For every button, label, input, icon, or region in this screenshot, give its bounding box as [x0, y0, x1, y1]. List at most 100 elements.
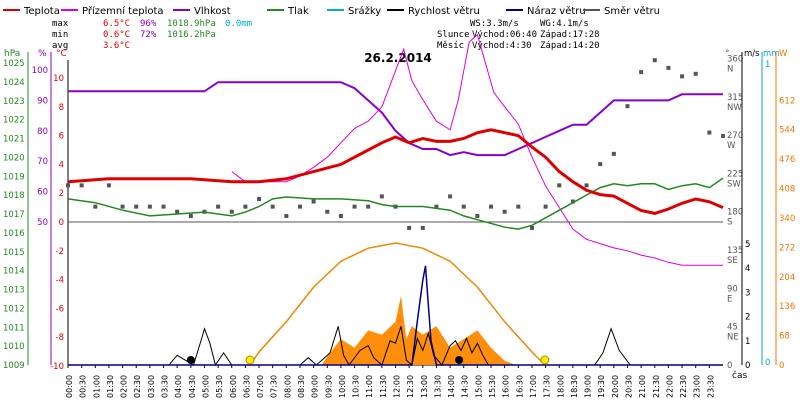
wind-direction-point: [557, 183, 562, 188]
x-tick-label: 23:00: [693, 375, 702, 398]
wind-direction-point: [448, 194, 453, 199]
solar-measured-area: [321, 295, 516, 365]
wind-direction-point: [297, 204, 302, 209]
chart-title: 26.2.2014: [364, 51, 432, 65]
moon-label: Měsíc: [437, 41, 464, 51]
humidity-tick: 90: [37, 96, 48, 106]
wind-direction-point: [693, 71, 698, 76]
wind-direction-point: [639, 70, 644, 75]
solar-tick: 476: [779, 155, 795, 165]
x-tick-label: 22:30: [679, 375, 688, 398]
humidity-tick: 80: [37, 127, 48, 137]
direction-name: SE: [727, 256, 738, 266]
wind-tick: 3: [745, 288, 750, 298]
x-tick-label: 13:00: [420, 375, 429, 398]
hpa-tick: 1010: [3, 342, 25, 352]
solar-tick: 544: [779, 126, 795, 136]
temperature-tick: 6: [59, 132, 64, 142]
wind-direction-point: [598, 162, 603, 167]
x-tick-label: 21:00: [638, 375, 647, 398]
direction-tick: 45: [727, 323, 738, 333]
x-tick-label: 19:00: [584, 375, 593, 398]
solar-tick: 136: [779, 302, 795, 312]
x-tick-label: 01:30: [106, 375, 115, 398]
sun-label: Slunce: [437, 30, 470, 40]
solar-tick: 612: [779, 96, 795, 106]
hpa-tick: 1020: [3, 153, 25, 163]
temperature-tick: -2: [56, 247, 64, 257]
wind-speed-stat: WS:3.3m/s: [470, 19, 519, 29]
legend-label: Rychlost větru: [408, 5, 480, 17]
temperature-tick: -6: [56, 304, 64, 314]
direction-tick: 0: [727, 361, 732, 371]
wind-direction-point: [584, 183, 589, 188]
temperature-tick: 0: [59, 218, 64, 228]
axis-label-rain: mm: [763, 49, 780, 59]
hpa-tick: 1015: [3, 248, 25, 258]
x-tick-label: 09:00: [311, 375, 320, 398]
pressure-line: [67, 177, 724, 230]
rain-tick: 0: [765, 358, 770, 368]
temperature-line: [67, 128, 724, 215]
x-tick-label: 13:30: [433, 375, 442, 398]
x-tick-label: 20:00: [611, 375, 620, 398]
stats-humidity: 96%: [140, 19, 157, 29]
sunrise-marker: [245, 355, 255, 365]
hpa-tick: 1011: [3, 323, 25, 333]
direction-name: SW: [727, 179, 741, 189]
humidity-tick: 70: [37, 157, 48, 167]
wind-direction-point: [161, 204, 166, 209]
wind-tick: 1: [745, 337, 750, 347]
wind-direction-point: [120, 204, 125, 209]
wind-direction-point: [352, 204, 357, 209]
wind-direction-point: [257, 196, 262, 201]
direction-tick: 360: [727, 54, 743, 64]
x-tick-label: 12:00: [393, 375, 402, 398]
wind-direction-point: [489, 204, 494, 209]
wind-gust-line: [68, 265, 723, 366]
legend-label: Tlak: [287, 6, 309, 17]
rain-tick: 1: [765, 60, 770, 70]
direction-tick: 315: [727, 93, 743, 103]
wind-direction-point: [502, 209, 507, 214]
x-tick-label: 18:00: [556, 375, 565, 398]
stats-temperature: 6.5°C: [103, 19, 130, 29]
stats-label: min: [52, 30, 68, 40]
axis-label-hpa: hPa: [4, 49, 20, 59]
x-tick-label: 10:00: [338, 375, 347, 398]
solar-tick: 408: [779, 185, 795, 195]
humidity-tick: 50: [37, 218, 48, 228]
moonrise-marker: [186, 356, 195, 364]
wind-direction-point: [175, 209, 180, 214]
wind-direction-point: [93, 204, 98, 209]
wind-direction-point: [325, 209, 330, 214]
wind-direction-point: [106, 183, 111, 188]
wind-tick: 2: [745, 313, 750, 323]
wind-tick: 5: [745, 240, 750, 250]
x-tick-label: 22:00: [665, 375, 674, 398]
wind-direction-point: [243, 204, 248, 209]
x-tick-label: 06:00: [229, 375, 238, 398]
wind-direction-point: [229, 209, 234, 214]
wind-direction-point: [529, 225, 534, 230]
moonset-marker: [455, 356, 464, 364]
x-tick-label: 14:30: [461, 375, 470, 398]
axis-label-temperature: °C: [56, 49, 67, 59]
stats-temperature: 3.6°C: [103, 41, 130, 51]
x-tick-label: 16:30: [515, 375, 524, 398]
hpa-tick: 1021: [3, 135, 25, 145]
wind-direction-point: [66, 183, 70, 188]
direction-name: N: [727, 64, 733, 74]
temperature-tick: 8: [59, 103, 64, 113]
direction-name: S: [727, 218, 732, 228]
wind-direction-point: [216, 204, 221, 209]
moonset-time: Západ:14:20: [540, 41, 600, 51]
wind-direction-point: [311, 199, 316, 204]
solar-tick: 204: [779, 273, 795, 283]
legend-label: Vlhkost: [194, 6, 231, 17]
x-tick-label: 03:30: [161, 375, 170, 398]
wind-direction-point: [434, 204, 439, 209]
solar-tick: 68: [779, 332, 790, 342]
wind-direction-point: [707, 130, 712, 135]
x-tick-label: 23:30: [706, 375, 715, 398]
